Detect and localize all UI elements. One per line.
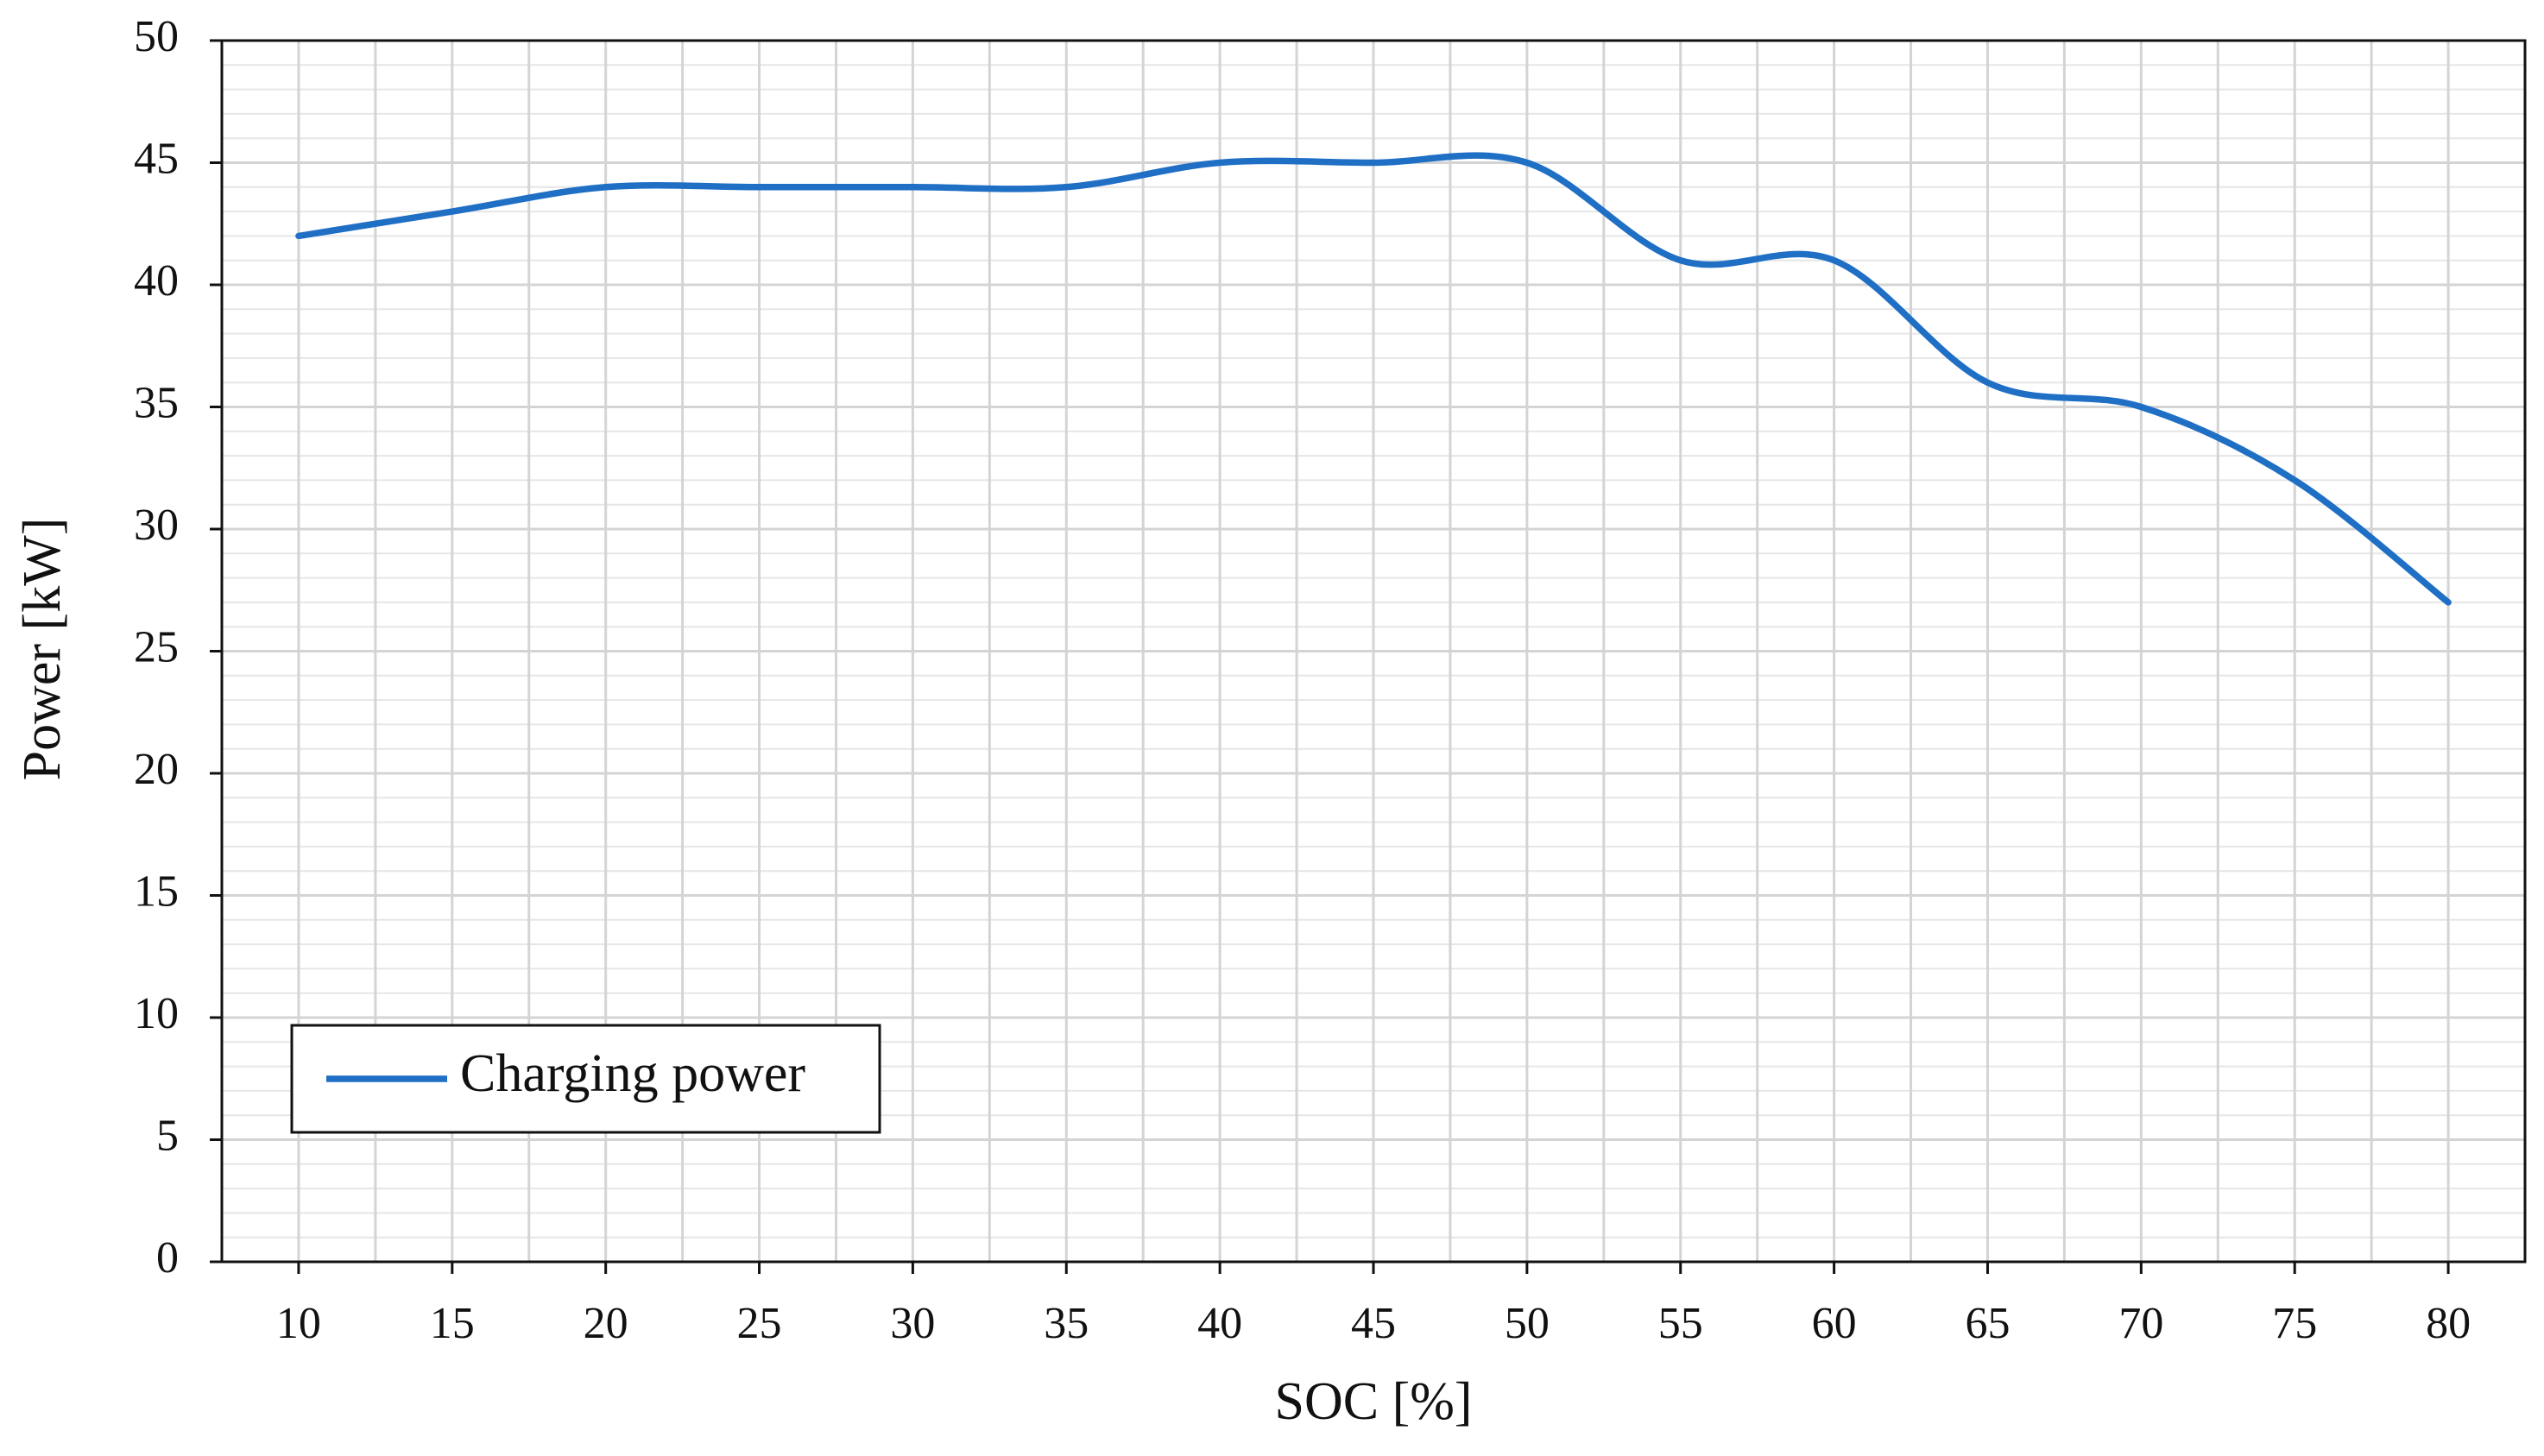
x-tick-label: 40 bbox=[1197, 1299, 1242, 1348]
x-tick-label: 75 bbox=[2272, 1299, 2317, 1348]
y-tick-label: 30 bbox=[134, 501, 179, 550]
y-axis-title: Power [kW] bbox=[13, 518, 72, 781]
y-tick-label: 35 bbox=[134, 378, 179, 427]
x-tick-label: 25 bbox=[737, 1299, 782, 1348]
x-tick-label: 80 bbox=[2426, 1299, 2471, 1348]
x-tick-label: 30 bbox=[890, 1299, 935, 1348]
y-tick-label: 50 bbox=[134, 12, 179, 61]
y-tick-label: 0 bbox=[156, 1233, 179, 1283]
y-tick-label: 25 bbox=[134, 622, 179, 671]
y-tick-label: 10 bbox=[134, 989, 179, 1038]
legend: Charging power bbox=[290, 1024, 881, 1134]
x-tick-label: 65 bbox=[1965, 1299, 2010, 1348]
x-tick-label: 15 bbox=[430, 1299, 475, 1348]
y-tick-label: 20 bbox=[134, 745, 179, 794]
x-tick-label: 55 bbox=[1658, 1299, 1703, 1348]
x-tick-label: 60 bbox=[1812, 1299, 1857, 1348]
legend-label: Charging power bbox=[460, 1044, 805, 1103]
x-tick-label: 50 bbox=[1505, 1299, 1550, 1348]
y-tick-label: 15 bbox=[134, 867, 179, 916]
data-line bbox=[295, 152, 2452, 606]
x-tick-label: 70 bbox=[2118, 1299, 2163, 1348]
y-tick-label: 5 bbox=[156, 1111, 179, 1160]
y-tick-label: 40 bbox=[134, 256, 179, 306]
x-axis-title: SOC [%] bbox=[1274, 1372, 1472, 1431]
y-tick-label: 45 bbox=[134, 134, 179, 183]
x-tick-label: 10 bbox=[276, 1299, 321, 1348]
x-tick-label: 35 bbox=[1044, 1299, 1089, 1348]
x-tick-label: 45 bbox=[1351, 1299, 1396, 1348]
plot-frame bbox=[220, 39, 2527, 1264]
x-tick-label: 20 bbox=[584, 1299, 628, 1348]
